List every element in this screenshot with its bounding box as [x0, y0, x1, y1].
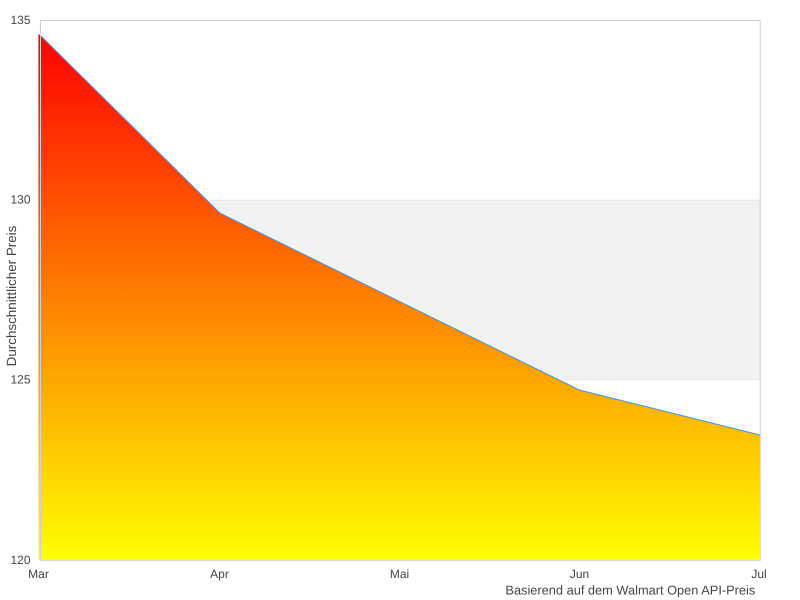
svg-text:Durchschnittlicher Preis: Durchschnittlicher Preis [4, 225, 19, 366]
svg-text:135: 135 [10, 13, 30, 27]
svg-text:Apr: Apr [210, 567, 229, 581]
svg-text:Jul: Jul [751, 567, 766, 581]
svg-text:125: 125 [10, 373, 30, 387]
svg-text:Mai: Mai [390, 567, 409, 581]
svg-text:Mar: Mar [28, 567, 49, 581]
svg-text:130: 130 [10, 193, 30, 207]
svg-text:Jun: Jun [570, 567, 589, 581]
svg-text:120: 120 [10, 553, 30, 567]
svg-text:Basierend auf dem Walmart Open: Basierend auf dem Walmart Open API-Preis [505, 582, 755, 597]
